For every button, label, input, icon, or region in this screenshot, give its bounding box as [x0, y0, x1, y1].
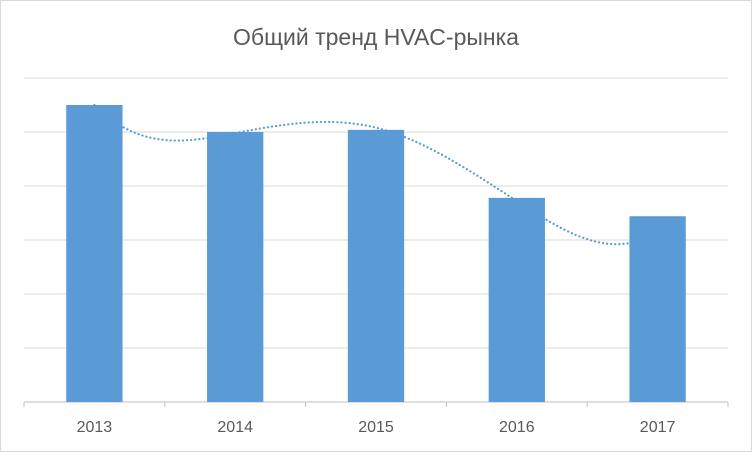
x-tick-label: 2014 [217, 419, 253, 436]
x-tick-label: 2017 [640, 419, 676, 436]
x-tick-label: 2013 [77, 419, 113, 436]
bar [629, 216, 686, 402]
chart-title: Общий тренд HVAC-рынка [233, 24, 519, 50]
bar [207, 132, 264, 402]
x-tick-label: 2016 [499, 419, 535, 436]
bar [488, 197, 545, 402]
bar [66, 105, 123, 402]
x-tick-label: 2015 [358, 419, 394, 436]
bar [347, 129, 405, 402]
trendline [93, 103, 659, 246]
